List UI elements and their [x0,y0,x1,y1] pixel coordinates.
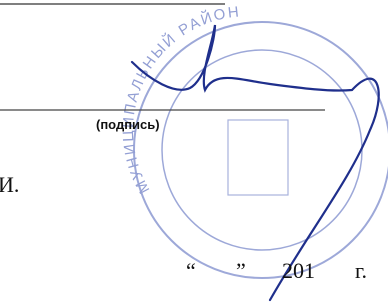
stamp-text: МУНИЦИПАЛЬНЫЙ РАЙОН [120,3,242,196]
signature-caption: (подпись) [96,117,160,132]
stamp-inner-ring [162,50,362,250]
stamp-emblem [228,120,288,195]
stamp-outer-ring [134,22,388,278]
page: {"signature_block": {"caption": "(подпис… [0,0,388,304]
close-quote: ” [236,258,246,283]
initial: И. [0,172,19,197]
year-suffix: г. [355,258,367,283]
signature [132,25,379,300]
stamp: МУНИЦИПАЛЬНЫЙ РАЙОН [120,3,388,278]
stamp-text-path: МУНИЦИПАЛЬНЫЙ РАЙОН [120,3,242,196]
year-prefix: 201 [282,258,315,283]
open-quote: “ [186,258,196,283]
document-fragment: МУНИЦИПАЛЬНЫЙ РАЙОН (подпись) И. “ ” 201… [0,0,388,304]
